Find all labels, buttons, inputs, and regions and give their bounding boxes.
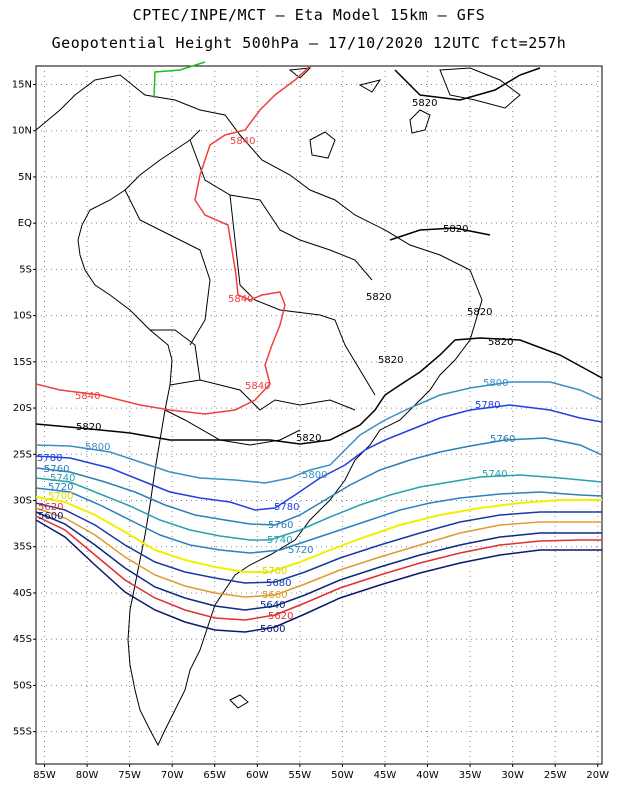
label-5780: 5780 [37, 453, 62, 464]
longitude-label: 80W [76, 770, 99, 781]
map-title-line-1: CPTEC/INPE/MCT – Eta Model 15km – GFS [132, 6, 486, 24]
latitude-label: 45S [13, 634, 32, 645]
latitude-label: 15N [12, 79, 32, 90]
label-5760: 5760 [268, 520, 293, 531]
label-5760: 5760 [490, 434, 515, 445]
latitude-label: 10N [12, 126, 32, 137]
contour-5600 [35, 519, 602, 633]
label-5820: 5820 [296, 433, 321, 444]
latitude-label: 35S [13, 542, 32, 553]
falkland-islands [229, 694, 249, 709]
contour-5820 [35, 337, 603, 445]
label-5800: 5800 [302, 470, 327, 481]
label-5820: 5820 [488, 337, 513, 348]
contour-5740 [35, 474, 603, 541]
label-5820: 5820 [366, 292, 391, 303]
caribbean-islands [288, 67, 521, 159]
label-5600: 5600 [38, 511, 63, 522]
contour-5700 [35, 496, 602, 573]
label-5740: 5740 [50, 473, 75, 484]
label-5840: 5840 [245, 381, 270, 392]
contour-5840 [35, 65, 311, 415]
contour-5720 [35, 487, 603, 554]
label-5780: 5780 [274, 502, 299, 513]
label-5620: 5620 [38, 502, 63, 513]
latitude-label: 5S [19, 264, 32, 275]
longitude-label: 55W [289, 770, 312, 781]
label-5700: 5700 [48, 491, 73, 502]
latitude-label: 15S [13, 357, 32, 368]
longitude-label: 65W [203, 770, 226, 781]
label-5840: 5840 [75, 391, 100, 402]
label-5740: 5740 [267, 535, 292, 546]
label-5660: 5660 [262, 590, 287, 601]
latitude-label: 25S [13, 449, 32, 460]
map-title-line-2: Geopotential Height 500hPa – 17/10/2020 … [51, 34, 567, 52]
label-5840: 5840 [230, 136, 255, 147]
label-5600: 5600 [260, 624, 285, 635]
longitude-label: 60W [246, 770, 269, 781]
contour-5780 [35, 404, 603, 511]
country-borders [124, 139, 376, 446]
label-5680: 5680 [266, 578, 291, 589]
map-frame [35, 65, 603, 765]
label-5820: 5820 [378, 355, 403, 366]
latitude-label: 40S [13, 588, 32, 599]
coastlines-and-borders [35, 67, 521, 747]
label-5840: 5840 [228, 294, 253, 305]
longitude-label: 85W [33, 770, 56, 781]
longitude-label: 45W [374, 770, 397, 781]
contour-5860 [153, 61, 206, 99]
contour-5680 [35, 502, 602, 584]
contour-5800 [35, 381, 603, 484]
longitude-label: 30W [501, 770, 524, 781]
longitude-label: 50W [331, 770, 354, 781]
longitude-label: 75W [118, 770, 141, 781]
latitude-label: 55S [13, 727, 32, 738]
south-america-coastline [35, 74, 483, 747]
graticule [36, 66, 602, 764]
longitude-label: 40W [416, 770, 439, 781]
longitude-label: 25W [544, 770, 567, 781]
contour-5820-north [389, 227, 491, 241]
contour-5760 [35, 437, 603, 526]
label-5760: 5760 [44, 464, 69, 475]
label-5620: 5620 [268, 611, 293, 622]
contour-5620 [35, 515, 602, 621]
label-5780: 5780 [475, 400, 500, 411]
contour-labels: 5840 5840 5840 5840 5820 5820 5820 5820 … [37, 98, 515, 635]
latitude-label: EQ [18, 218, 32, 229]
label-5640: 5640 [260, 600, 285, 611]
longitude-label: 20W [586, 770, 609, 781]
contour-5640 [35, 511, 602, 611]
label-5800: 5800 [483, 378, 508, 389]
label-5720: 5720 [48, 482, 73, 493]
label-5800: 5800 [85, 442, 110, 453]
contour-5660 [35, 507, 602, 598]
longitude-label: 35W [459, 770, 482, 781]
label-5740: 5740 [482, 469, 507, 480]
latitude-labels: 15N 10N 5N EQ 5S 10S 15S 20S 25S 30S 35S 40S 45S 50S 5… [12, 79, 36, 738]
label-5720: 5720 [288, 545, 313, 556]
latitude-label: 10S [13, 311, 32, 322]
latitude-label: 20S [13, 403, 32, 414]
longitude-label: 70W [161, 770, 184, 781]
contour-5820-top [394, 67, 541, 101]
label-5820: 5820 [76, 422, 101, 433]
label-5820: 5820 [443, 224, 468, 235]
latitude-label: 5N [18, 172, 32, 183]
label-5820: 5820 [412, 98, 437, 109]
label-5820: 5820 [467, 307, 492, 318]
latitude-label: 30S [13, 496, 32, 507]
longitude-labels: 85W 80W 75W 70W 65W 60W 55W 50W 45W 40W 35W 30W 25W 2… [33, 764, 609, 781]
latitude-label: 50S [13, 680, 32, 691]
label-5700: 5700 [262, 566, 287, 577]
